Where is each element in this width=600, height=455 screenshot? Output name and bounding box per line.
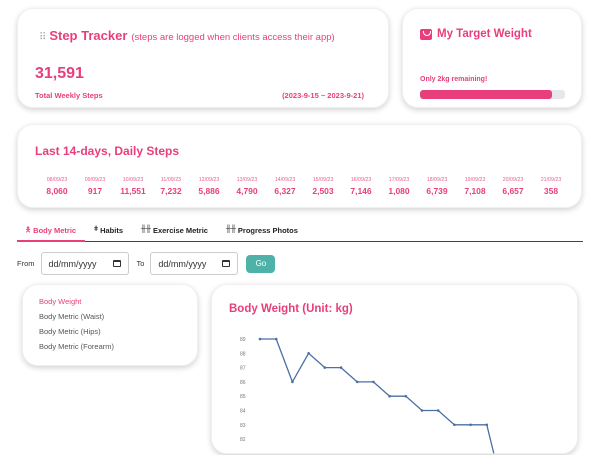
day-steps: 7,146 xyxy=(350,186,372,196)
day-steps: 4,790 xyxy=(236,186,258,196)
day-item: 20/09/23 6,657 xyxy=(494,177,532,196)
day-steps: 1,080 xyxy=(388,186,410,196)
day-date: 14/09/23 xyxy=(274,177,296,183)
day-date: 10/09/23 xyxy=(122,177,144,183)
metric-item-body-weight[interactable]: Body Weight xyxy=(39,297,82,306)
day-steps: 358 xyxy=(543,186,559,196)
day-date: 21/09/23 xyxy=(540,177,562,183)
day-steps: 7,108 xyxy=(464,186,486,196)
body-icon: 🯅 xyxy=(25,227,32,234)
day-date: 19/09/23 xyxy=(464,177,486,183)
body-weight-line-chart: 89 88 87 86 85 84 83 82 xyxy=(240,337,495,454)
tab-label: Progress Photos xyxy=(237,226,298,235)
day-item: 15/09/23 2,503 xyxy=(304,177,342,196)
day-item: 09/09/23 917 xyxy=(76,177,114,196)
day-steps: 917 xyxy=(87,186,103,196)
grip-icon: ⠿ xyxy=(39,32,46,43)
dumbbell-icon: ╫╫ xyxy=(225,226,236,233)
target-progress-bar xyxy=(420,90,565,99)
day-item: 21/09/23 358 xyxy=(532,177,570,196)
svg-text:85: 85 xyxy=(240,394,246,400)
tab-label: Habits xyxy=(100,226,124,235)
tab-exercise-metric[interactable]: ╫╫ Exercise Metric xyxy=(132,220,217,242)
day-date: 15/09/23 xyxy=(312,177,334,183)
daily-steps-list: 08/09/23 8,060 09/09/23 917 10/09/23 11,551… xyxy=(38,177,570,196)
go-button[interactable]: Go xyxy=(246,254,276,273)
tab-label: Body Metric xyxy=(33,226,77,235)
day-item: 14/09/23 6,327 xyxy=(266,177,304,196)
day-item: 13/09/23 4,790 xyxy=(228,177,266,196)
from-date-placeholder: dd/mm/yyyy xyxy=(48,258,97,269)
step-tracker-title: ⠿ Step Tracker (steps are logged when cl… xyxy=(39,28,335,43)
day-date: 11/09/23 xyxy=(160,177,182,183)
day-date: 13/09/23 xyxy=(236,177,258,183)
tab-habits[interactable]: ǂ Habits xyxy=(85,220,132,242)
day-steps: 5,886 xyxy=(198,186,220,196)
day-steps: 11,551 xyxy=(120,186,146,196)
day-date: 18/09/23 xyxy=(426,177,448,183)
svg-text:83: 83 xyxy=(240,423,246,429)
to-label: To xyxy=(136,259,145,268)
svg-text:82: 82 xyxy=(240,437,246,443)
metric-item-forearm[interactable]: Body Metric (Forearm) xyxy=(39,342,115,351)
svg-text:87: 87 xyxy=(240,366,246,372)
total-weekly-steps-value: 31,591 xyxy=(35,65,84,82)
day-steps: 8,060 xyxy=(46,186,68,196)
body-weight-chart-card: Body Weight (Unit: kg) 89 88 87 86 85 84 83 82 xyxy=(211,284,578,454)
step-tracker-card: ⠿ Step Tracker (steps are logged when cl… xyxy=(17,8,389,108)
weight-scale-icon xyxy=(420,28,432,40)
to-date-placeholder: dd/mm/yyyy xyxy=(158,258,207,269)
day-steps: 6,657 xyxy=(502,186,524,196)
metric-item-waist[interactable]: Body Metric (Waist) xyxy=(39,312,105,321)
to-date-input[interactable]: dd/mm/yyyy xyxy=(150,252,239,275)
day-item: 19/09/23 7,108 xyxy=(456,177,494,196)
remaining-text: Only 2kg remaining! xyxy=(420,76,488,83)
habits-icon: ǂ xyxy=(94,226,99,233)
day-date: 17/09/23 xyxy=(388,177,410,183)
total-weekly-steps-label: Total Weekly Steps xyxy=(35,91,103,100)
day-item: 12/09/23 5,886 xyxy=(190,177,228,196)
day-steps: 6,327 xyxy=(274,186,296,196)
svg-text:88: 88 xyxy=(240,351,246,357)
step-tracker-heading: Step Tracker xyxy=(49,28,128,43)
day-steps: 2,503 xyxy=(312,186,334,196)
target-weight-title: My Target Weight xyxy=(420,28,532,40)
day-item: 16/09/23 7,146 xyxy=(342,177,380,196)
day-steps: 6,739 xyxy=(426,186,448,196)
day-date: 20/09/23 xyxy=(502,177,524,183)
step-tracker-subtitle: (steps are logged when clients access th… xyxy=(131,32,335,43)
from-date-input[interactable]: dd/mm/yyyy xyxy=(40,252,129,275)
daily-steps-card: Last 14-days, Daily Steps 08/09/23 8,060 … xyxy=(17,124,582,208)
day-date: 12/09/23 xyxy=(198,177,220,183)
day-date: 08/09/23 xyxy=(46,177,68,183)
day-item: 10/09/23 11,551 xyxy=(114,177,152,196)
metric-tabs: 🯅 Body Metric ǂ Habits ╫╫ Exercise Metric ╫… xyxy=(17,220,583,242)
metric-list-card: Body Weight Body Metric (Waist) Body Met… xyxy=(22,284,198,366)
tab-progress-photos[interactable]: ╫╫ Progress Photos xyxy=(217,220,307,242)
metric-item-hips[interactable]: Body Metric (Hips) xyxy=(39,327,101,336)
day-date: 16/09/23 xyxy=(350,177,372,183)
svg-text:84: 84 xyxy=(240,409,246,415)
day-item: 11/09/23 7,232 xyxy=(152,177,190,196)
daily-steps-title: Last 14-days, Daily Steps xyxy=(35,144,180,158)
day-item: 17/09/23 1,080 xyxy=(380,177,418,196)
chart-title: Body Weight (Unit: kg) xyxy=(229,303,353,315)
svg-text:89: 89 xyxy=(240,337,246,343)
date-filter: From dd/mm/yyyy To dd/mm/yyyy Go xyxy=(17,252,276,275)
tab-label: Exercise Metric xyxy=(152,226,208,235)
target-progress-fill xyxy=(420,90,552,99)
target-weight-heading: My Target Weight xyxy=(437,28,532,40)
day-date: 09/09/23 xyxy=(84,177,106,183)
svg-text:86: 86 xyxy=(240,380,246,386)
from-label: From xyxy=(17,259,35,268)
tab-body-metric[interactable]: 🯅 Body Metric xyxy=(17,220,85,242)
calendar-icon[interactable] xyxy=(222,260,231,267)
calendar-icon[interactable] xyxy=(112,260,121,267)
day-item: 08/09/23 8,060 xyxy=(38,177,76,196)
dumbbell-icon: ╫╫ xyxy=(141,226,151,233)
day-steps: 7,232 xyxy=(160,186,182,196)
day-item: 18/09/23 6,739 xyxy=(418,177,456,196)
step-date-range: (2023-9-15 ~ 2023-9-21) xyxy=(282,91,364,100)
target-weight-card: My Target Weight Only 2kg remaining! xyxy=(402,8,582,108)
